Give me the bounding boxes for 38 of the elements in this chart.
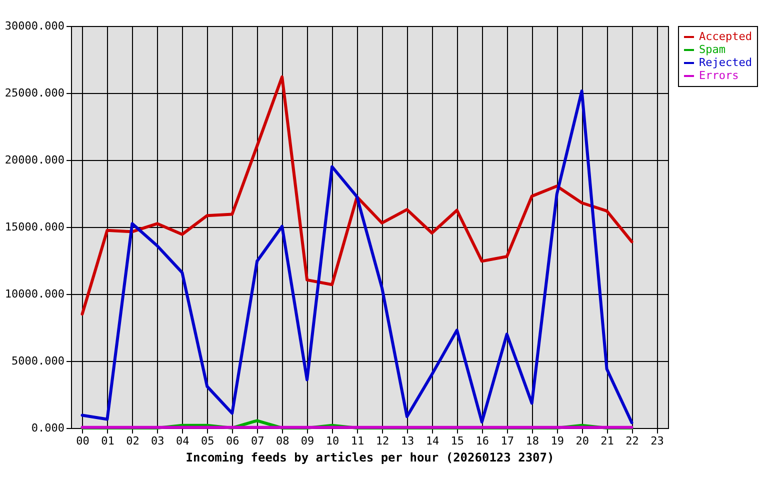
x-tick-label: 16 [476, 434, 490, 448]
y-tick-label: 20000.000 [4, 154, 64, 166]
x-tick-label: 01 [101, 434, 114, 448]
legend-label: Errors [699, 69, 739, 82]
x-tick-label: 08 [276, 434, 290, 448]
line-series [80, 89, 634, 424]
x-tick-label: 11 [350, 434, 364, 448]
x-tick-label: 20 [576, 434, 589, 448]
legend-label: Accepted [699, 30, 752, 43]
x-tick-label: 12 [376, 434, 390, 448]
x-tick-label: 00 [76, 434, 90, 448]
x-tick-label: 05 [201, 434, 214, 448]
x-axis-title: Incoming feeds by articles per hour (20260123 2307) [186, 450, 554, 464]
y-tick-label: 15000.000 [4, 220, 64, 234]
x-tick-label: 09 [300, 434, 314, 448]
x-tick-label: 13 [400, 434, 414, 448]
x-tick-label: 04 [176, 434, 190, 448]
x-tick-label: 07 [250, 434, 264, 448]
x-tick-label: 02 [126, 434, 140, 448]
x-tick-label: 18 [526, 434, 539, 448]
y-tick-label: 5000.000 [12, 354, 64, 368]
x-tick-label: 23 [650, 434, 664, 448]
legend-label: Spam [699, 43, 726, 56]
line-series [80, 75, 634, 316]
x-tick-label: 19 [550, 434, 564, 448]
x-tick-label: 21 [600, 434, 614, 448]
y-tick-label: 10000.000 [4, 288, 64, 300]
legend-label: Rejected [699, 56, 752, 69]
x-tick-label: 14 [426, 434, 440, 448]
x-tick-label: 17 [500, 434, 514, 448]
x-tick-label: 22 [626, 434, 639, 448]
x-tick-label: 15 [450, 434, 464, 448]
x-tick-label: 06 [226, 434, 240, 448]
y-tick-label: 0.000 [31, 422, 64, 434]
y-tick-label: 25000.000 [4, 86, 64, 100]
y-tick-label: 30000.000 [4, 20, 64, 32]
x-tick-label: 10 [326, 434, 340, 448]
x-tick-label: 03 [151, 434, 164, 448]
